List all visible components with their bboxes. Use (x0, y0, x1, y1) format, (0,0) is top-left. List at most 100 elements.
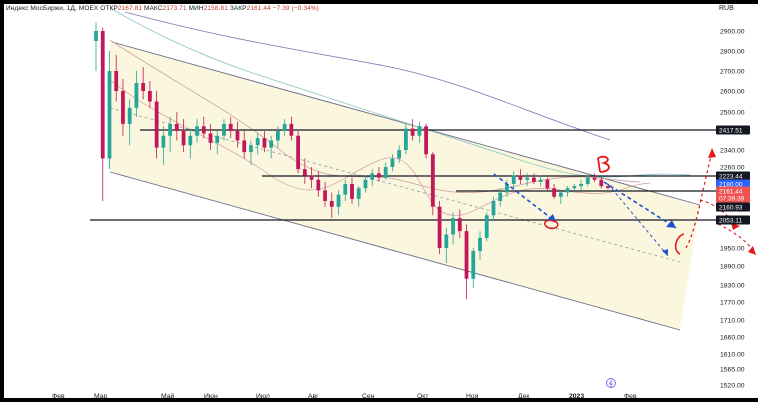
close-value: 2161.44 (246, 5, 271, 12)
y-tick-label: 1830.00 (720, 282, 745, 289)
top-bezel (0, 0, 758, 4)
candle-body (363, 179, 368, 189)
candle-body (127, 107, 132, 124)
candle-body (471, 251, 476, 279)
blue-arrow-3 (607, 183, 669, 257)
candle-body (147, 91, 152, 102)
open-label: ОТКР (100, 5, 118, 12)
candle-body (336, 194, 341, 207)
candle-body (114, 71, 119, 91)
open-value: 2167.81 (117, 5, 143, 12)
candle-body (195, 126, 199, 136)
x-tick-label: Фев (624, 393, 637, 400)
candle-body (437, 206, 442, 248)
candle-body (417, 126, 422, 136)
candle-body (323, 190, 327, 201)
candle-body (316, 179, 321, 191)
high-value: 2173.71 (162, 5, 187, 12)
candle-body (552, 188, 557, 197)
left-bezel (0, 0, 4, 402)
y-tick-label: 2500.00 (720, 109, 745, 116)
channel-upper-line (111, 41, 701, 206)
blue-arrow-2 (603, 181, 677, 229)
candle-body (545, 179, 550, 189)
candle-body (410, 128, 415, 136)
candle-body (350, 184, 354, 199)
y-tick-label: 2700.00 (720, 68, 745, 75)
candle-body (579, 184, 583, 187)
candle-body (161, 135, 166, 148)
red-arrowhead-up (708, 148, 716, 158)
x-tick-label: Ноя (466, 393, 479, 400)
candle-body (242, 140, 247, 153)
candle-body (403, 128, 408, 150)
candle-body (451, 218, 455, 235)
candle-body (397, 150, 402, 159)
candle-body (94, 31, 98, 41)
candle-body (235, 131, 240, 141)
x-tick-label: Май (161, 392, 175, 400)
candle-body (464, 231, 469, 279)
price-tag-bg (716, 215, 750, 225)
x-tick-label: Окт (417, 393, 428, 400)
price-tag-label: 2160.93 (719, 204, 743, 211)
lightning-icon[interactable] (606, 378, 616, 388)
candle-body (289, 123, 294, 136)
x-tick-label: Авг (308, 393, 319, 400)
x-tick-label: Дек (518, 393, 529, 400)
y-tick-label: 1520.00 (720, 382, 745, 389)
candle-body (222, 123, 226, 136)
candle-body (356, 188, 361, 199)
price-tag-bg (716, 171, 750, 181)
y-tick-label: 1890.00 (720, 263, 745, 270)
x-tick-label: Июн (204, 393, 218, 400)
candle-body (262, 138, 267, 148)
red-annotation-loop (544, 219, 559, 230)
close-label: ЗАКР (229, 5, 247, 12)
candle-body (275, 131, 280, 141)
candle-body (511, 175, 516, 184)
ma-50-line (109, 39, 641, 193)
y-tick-label: 1710.00 (720, 317, 745, 324)
channel-fill (110, 42, 700, 330)
candles-group (94, 22, 610, 300)
x-axis: Фев Мар Май Июн Июл Авг Сен Окт Ноя Дек 2023 Фев (52, 392, 637, 400)
channel-mid-dashed-line (109, 107, 681, 263)
candle-body (390, 158, 395, 167)
candle-body (107, 71, 112, 159)
x-tick-label: Мар (94, 393, 108, 400)
candle-body (154, 101, 159, 148)
y-tick-label: 1660.00 (720, 334, 745, 341)
candle-body (518, 175, 523, 180)
x-tick-label: 2023 (569, 393, 584, 400)
candle-body (377, 173, 381, 178)
candle-body (201, 126, 206, 134)
candle-body (174, 123, 179, 131)
blue-arrowhead-3 (662, 249, 668, 256)
candle-body (457, 218, 462, 232)
candle-body (606, 186, 610, 189)
candle-body (383, 167, 388, 178)
red-annotation-c (674, 233, 685, 255)
price-tag-label: 2053.11 (719, 217, 742, 224)
x-tick-label: Сен (362, 393, 375, 400)
candle-body (228, 123, 233, 131)
candle-body (478, 237, 482, 251)
y-tick-label: 2340.00 (720, 147, 745, 154)
price-tag-label: 2223.44 (719, 173, 743, 180)
red-annotation-b (597, 155, 610, 173)
price-tag-bg (716, 202, 750, 212)
candle-body (565, 188, 570, 193)
candle-body (329, 201, 334, 207)
blue-arrow-1 (493, 173, 557, 223)
red-arrowhead-down (748, 246, 756, 255)
x-tick-label: Фев (52, 393, 65, 400)
price-tag-label: 2417.51 (719, 127, 743, 134)
ma-100-line (109, 7, 691, 178)
candle-body (215, 135, 220, 143)
change-value: −7.39 (−0.34%) (272, 5, 319, 12)
x-tick-label: Июл (256, 393, 270, 400)
price-tag-bg (716, 125, 750, 135)
